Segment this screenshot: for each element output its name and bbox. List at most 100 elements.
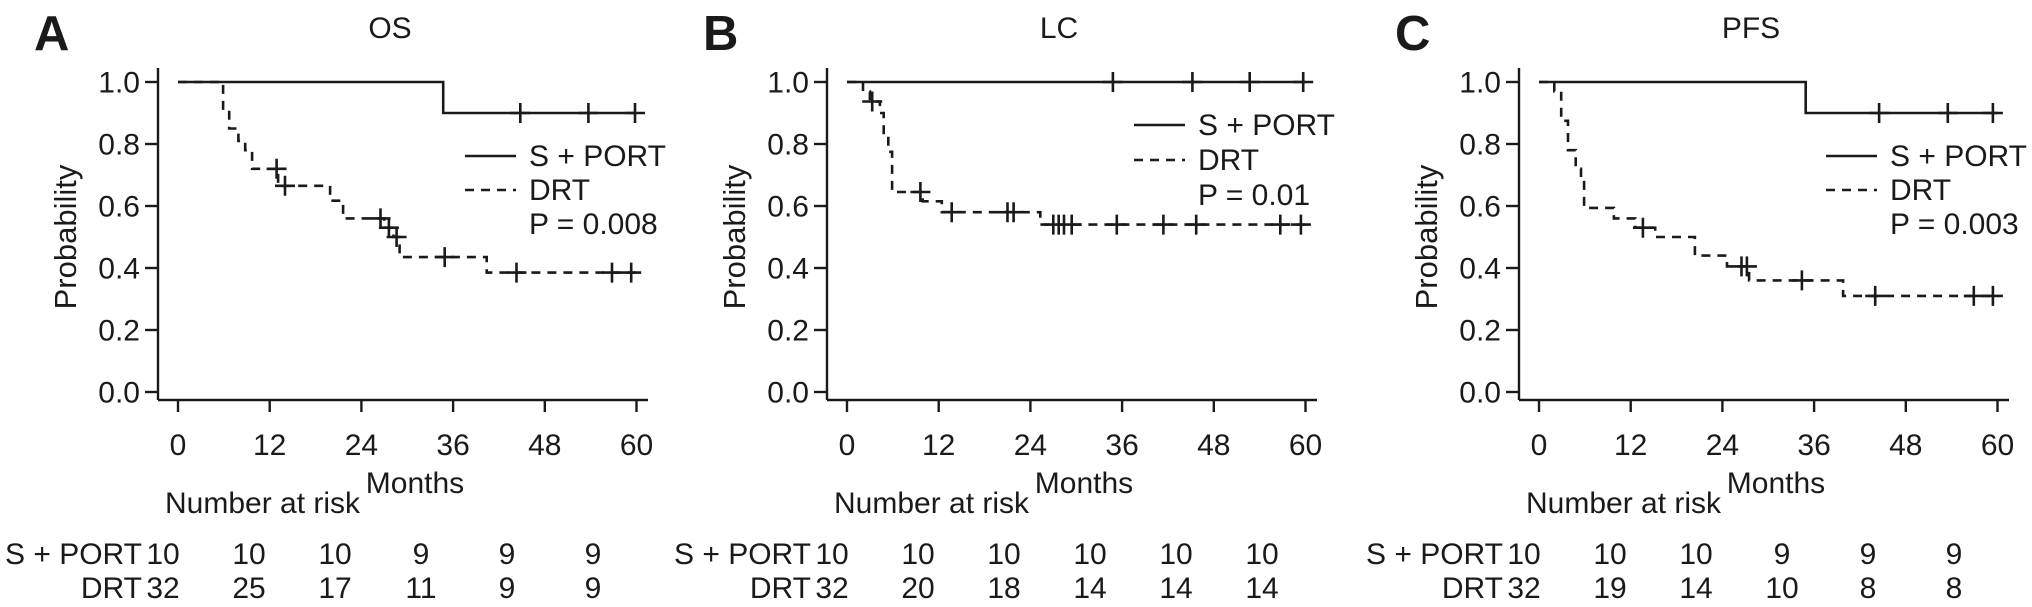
y-axis-title: Probability xyxy=(1409,164,1444,309)
y-tick-label: 1.0 xyxy=(767,67,809,100)
risk-row-drt: DRT 32 19 14 10 8 8 xyxy=(1442,572,1962,605)
x-tick-label: 48 xyxy=(528,429,561,462)
risk-count: 10 xyxy=(1765,572,1798,605)
risk-count: 32 xyxy=(1507,572,1540,605)
risk-count: 8 xyxy=(1860,572,1877,605)
km-curve-drt xyxy=(847,80,1306,226)
x-tick-label: 12 xyxy=(922,429,955,462)
risk-row-s-port: S + PORT 10 10 10 10 10 10 xyxy=(674,538,1279,571)
risk-table-header: Number at risk xyxy=(1526,487,1722,520)
km-curve-s-port xyxy=(178,80,637,115)
y-tick-label: 1.0 xyxy=(1459,67,1501,100)
y-tick-label: 0.8 xyxy=(98,129,140,162)
censor-marks-drt xyxy=(1632,217,2003,306)
y-tick-label: 0.0 xyxy=(767,377,809,410)
x-tick-label: 0 xyxy=(170,429,187,462)
risk-count: 10 xyxy=(1593,538,1626,571)
risk-count: 14 xyxy=(1159,572,1192,605)
risk-count: 10 xyxy=(815,538,848,571)
panel-letter: B xyxy=(703,7,738,61)
y-tick-label: 0.8 xyxy=(767,129,809,162)
x-tick-label: 60 xyxy=(620,429,653,462)
risk-count: 17 xyxy=(318,572,351,605)
legend-label-s-port: S + PORT xyxy=(1198,109,1335,142)
x-tick-label: 24 xyxy=(1706,429,1739,462)
y-tick-label: 0.4 xyxy=(767,253,809,286)
km-panel-os: A OS 0.0 0.2 0.4 0.6 0.8 1.0 0 12 24 36 48 60 Months Pr… xyxy=(5,7,666,605)
risk-count: 19 xyxy=(1593,572,1626,605)
risk-count: 25 xyxy=(232,572,265,605)
panel-letter: C xyxy=(1395,7,1430,61)
risk-count: 14 xyxy=(1679,572,1712,605)
risk-count: 32 xyxy=(815,572,848,605)
risk-count: 10 xyxy=(1507,538,1540,571)
panel-title: PFS xyxy=(1722,12,1780,45)
km-panel-pfs: C PFS 0.0 0.2 0.4 0.6 0.8 1.0 0 12 24 36 48 60 Months P… xyxy=(1366,7,2027,605)
x-tick-label: 24 xyxy=(345,429,378,462)
risk-count: 9 xyxy=(1946,538,1963,571)
x-axis-title: Months xyxy=(1727,467,1825,500)
y-tick-label: 0.8 xyxy=(1459,129,1501,162)
x-tick-label: 60 xyxy=(1981,429,2014,462)
censor-marks-s-port xyxy=(1102,72,1314,92)
risk-count: 9 xyxy=(499,572,516,605)
p-value-label: P = 0.01 xyxy=(1198,179,1310,212)
x-tick-label: 36 xyxy=(1105,429,1138,462)
risk-row-label: DRT xyxy=(81,572,142,605)
risk-row-drt: DRT 32 25 17 11 9 9 xyxy=(81,572,601,605)
km-panel-lc: B LC 0.0 0.2 0.4 0.6 0.8 1.0 0 12 24 36 48 60 Months Pr… xyxy=(674,7,1335,605)
censor-marks-s-port xyxy=(510,103,645,123)
y-tick-label: 0.2 xyxy=(1459,315,1501,348)
legend-label-drt: DRT xyxy=(529,174,590,207)
risk-row-label: S + PORT xyxy=(1366,538,1503,571)
p-value-label: P = 0.008 xyxy=(529,208,658,241)
risk-count: 10 xyxy=(987,538,1020,571)
risk-table-header: Number at risk xyxy=(834,487,1030,520)
legend-label-s-port: S + PORT xyxy=(529,140,666,173)
x-tick-label: 24 xyxy=(1014,429,1047,462)
y-axis-title: Probability xyxy=(48,164,83,309)
y-tick-label: 0.6 xyxy=(767,191,809,224)
censor-marks-s-port xyxy=(1869,103,2003,123)
risk-row-drt: DRT 32 20 18 14 14 14 xyxy=(750,572,1279,605)
risk-count: 18 xyxy=(987,572,1020,605)
y-tick-label: 0.4 xyxy=(98,253,140,286)
legend-label-s-port: S + PORT xyxy=(1890,140,2027,173)
x-tick-label: 12 xyxy=(1614,429,1647,462)
risk-count: 10 xyxy=(1159,538,1192,571)
y-tick-label: 0.6 xyxy=(98,191,140,224)
km-curve-drt xyxy=(1539,80,1998,298)
risk-row-s-port: S + PORT 10 10 10 9 9 9 xyxy=(1366,538,1962,571)
risk-table-header: Number at risk xyxy=(165,487,361,520)
x-tick-label: 36 xyxy=(436,429,469,462)
x-axis-title: Months xyxy=(366,467,464,500)
risk-count: 10 xyxy=(901,538,934,571)
x-tick-label: 0 xyxy=(1531,429,1548,462)
risk-count: 9 xyxy=(413,538,430,571)
y-tick-label: 1.0 xyxy=(98,67,140,100)
y-tick-label: 0.0 xyxy=(98,377,140,410)
risk-count: 9 xyxy=(1860,538,1877,571)
panel-title: LC xyxy=(1040,12,1078,45)
risk-count: 10 xyxy=(1245,538,1278,571)
risk-count: 9 xyxy=(585,538,602,571)
km-curve-s-port xyxy=(1539,80,1998,115)
x-tick-label: 48 xyxy=(1889,429,1922,462)
censor-marks-drt xyxy=(862,91,1311,235)
risk-row-label: S + PORT xyxy=(5,538,142,571)
risk-count: 9 xyxy=(1774,538,1791,571)
risk-count: 14 xyxy=(1245,572,1278,605)
legend-label-drt: DRT xyxy=(1890,174,1951,207)
risk-count: 8 xyxy=(1946,572,1963,605)
risk-count: 10 xyxy=(1073,538,1106,571)
y-tick-label: 0.2 xyxy=(767,315,809,348)
risk-row-label: DRT xyxy=(1442,572,1503,605)
legend-label-drt: DRT xyxy=(1198,144,1259,177)
censor-marks-drt xyxy=(266,158,642,283)
